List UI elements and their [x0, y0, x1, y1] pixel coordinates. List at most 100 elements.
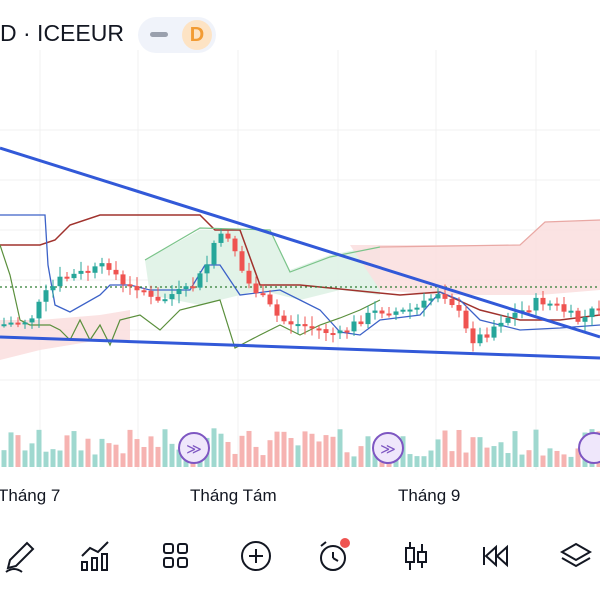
replay-button[interactable] [474, 534, 518, 578]
tenkan-line [0, 214, 600, 336]
trendline-upper[interactable] [0, 146, 600, 339]
candle-body [323, 329, 329, 334]
candle-body [134, 286, 140, 291]
candle-body [267, 294, 273, 305]
volume-bar [547, 448, 553, 467]
candle-body [204, 264, 210, 274]
volume-bar [50, 449, 56, 467]
candle-body [78, 270, 84, 274]
volume-bar [106, 443, 112, 467]
layouts-button[interactable] [154, 534, 198, 578]
candle-body [344, 330, 350, 333]
draw-tool-button[interactable] [0, 534, 44, 578]
candle-body [421, 300, 427, 308]
event-marker-1[interactable]: ≫ [178, 432, 210, 464]
alert-button[interactable] [312, 534, 356, 578]
volume-bar [428, 450, 434, 467]
candle-body [36, 301, 42, 319]
volume-bar [127, 429, 133, 467]
volume-bar [218, 433, 224, 467]
volume-bar [491, 446, 497, 467]
volume-bar [533, 429, 539, 467]
volume-bar [162, 429, 168, 467]
delayed-data-badge[interactable]: D [182, 20, 212, 50]
event-marker-3[interactable] [578, 432, 600, 464]
pencil-icon [5, 541, 35, 573]
volume-bar [554, 450, 560, 467]
volume-bar [274, 431, 280, 467]
ichimoku-cloud-red-right [350, 220, 600, 295]
volume-bar [337, 429, 343, 467]
event-marker-2[interactable]: ≫ [372, 432, 404, 464]
volume-bar [358, 446, 364, 467]
candle-body [428, 298, 434, 301]
indicators-button[interactable] [74, 534, 118, 578]
candle-body [71, 273, 77, 279]
layers-button[interactable] [554, 534, 598, 578]
volume-bar [1, 450, 7, 467]
symbol-title[interactable]: D · ICEEUR [0, 20, 124, 46]
volume-bar [330, 436, 336, 467]
volume-bar [155, 446, 161, 467]
volume-bar [288, 438, 294, 467]
candlestick-icon [405, 542, 427, 570]
volume-bar [463, 452, 469, 467]
layers-icon [559, 542, 593, 568]
x-label-2: Tháng Tám [190, 486, 277, 505]
candle-body [547, 303, 553, 306]
plus-circle-icon [241, 541, 271, 571]
candle-body [232, 238, 238, 252]
candle-body [456, 305, 462, 311]
candle-body [575, 310, 581, 322]
chikou-line [0, 244, 381, 349]
candle-body [477, 334, 483, 344]
volume-bar [449, 451, 455, 467]
candle-body [393, 311, 399, 315]
x-label-3: Tháng 9 [398, 486, 460, 505]
candle-body [449, 298, 455, 306]
candle-body [113, 269, 119, 275]
volume-bar [568, 456, 574, 467]
add-button[interactable] [234, 534, 278, 578]
volume-bar [519, 454, 525, 467]
volume-bar [36, 429, 42, 467]
volume-bar [456, 429, 462, 467]
candle-body [218, 233, 224, 243]
candle-body [596, 308, 600, 311]
candle-body [533, 297, 539, 311]
candle-body [141, 290, 147, 293]
volume-bar [113, 444, 119, 467]
volume-bar [260, 455, 266, 467]
candle-body [8, 322, 14, 325]
volume-bar [526, 450, 532, 467]
candle-body [148, 290, 154, 297]
candle-body [337, 330, 343, 334]
volume-bar [435, 439, 441, 467]
candle-body [57, 276, 63, 287]
candle-body [400, 309, 406, 312]
volume-bar [15, 435, 21, 467]
candle-body [211, 242, 217, 265]
trendline-lower[interactable] [0, 335, 600, 360]
minimize-dash-icon [150, 32, 168, 37]
price-chart[interactable]: ≫ ≫ Tháng 7 Tháng Tám Tháng 9 [0, 50, 600, 520]
candles [1, 228, 600, 352]
candle-body [526, 310, 532, 313]
candle-body [190, 286, 196, 289]
volume-bar [421, 456, 427, 467]
chart-status-pill[interactable]: D [138, 17, 216, 53]
candle-body [253, 283, 259, 294]
candle-body [288, 321, 294, 325]
volume-bar [281, 431, 287, 467]
grid-icon [163, 543, 188, 568]
svg-text:≫: ≫ [186, 440, 202, 458]
volume-bar [351, 456, 357, 467]
chart-type-button[interactable] [394, 534, 438, 578]
volume-bar [344, 452, 350, 467]
candle-body [582, 317, 588, 322]
volume-bar [498, 442, 504, 467]
volume-bar [71, 431, 77, 467]
candle-body [50, 286, 56, 291]
candle-body [197, 273, 203, 288]
candle-body [435, 294, 441, 299]
